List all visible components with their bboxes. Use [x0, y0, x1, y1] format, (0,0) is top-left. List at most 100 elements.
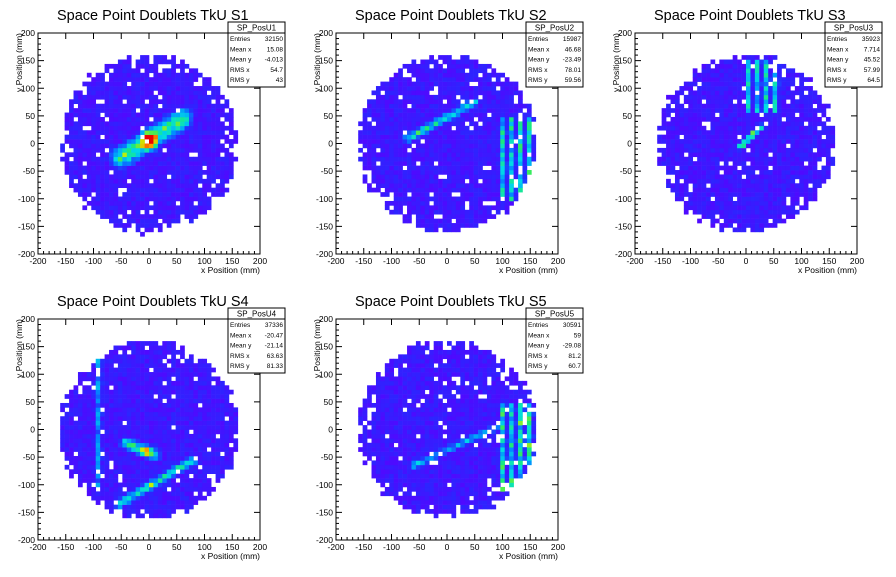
- heatmap-cell: [826, 174, 831, 179]
- heatmap-cell: [755, 161, 760, 166]
- heatmap-cell: [211, 144, 216, 149]
- heatmap-cell: [162, 135, 167, 140]
- heatmap-cell: [403, 77, 408, 82]
- heatmap-cell: [411, 152, 416, 157]
- heatmap-cell: [105, 126, 110, 131]
- heatmap-cell: [185, 82, 190, 87]
- heatmap-cell: [82, 170, 87, 175]
- heatmap-cell: [122, 500, 127, 505]
- heatmap-cell: [65, 438, 70, 443]
- heatmap-cell: [394, 197, 399, 202]
- heatmap-cell: [460, 161, 465, 166]
- heatmap-cell: [176, 157, 181, 162]
- heatmap-cell: [211, 394, 216, 399]
- heatmap-cell: [688, 144, 693, 149]
- stats-box-name: SP_PosU1: [237, 24, 277, 33]
- heatmap-cell: [162, 469, 167, 474]
- heatmap-cell: [746, 135, 751, 140]
- heatmap-cell: [474, 170, 479, 175]
- heatmap-cell: [185, 144, 190, 149]
- heatmap-cell: [429, 68, 434, 73]
- heatmap-cell: [82, 412, 87, 417]
- heatmap-cell: [100, 403, 105, 408]
- heatmap-cell: [216, 148, 221, 153]
- heatmap-cell: [724, 197, 729, 202]
- heatmap-cell: [136, 152, 141, 157]
- heatmap-cell: [176, 474, 181, 479]
- heatmap-cell: [96, 192, 101, 197]
- heatmap-cell: [189, 412, 194, 417]
- heatmap-cell: [764, 174, 769, 179]
- heatmap-cell: [403, 86, 408, 91]
- heatmap-cell: [483, 188, 488, 193]
- heatmap-cell: [136, 188, 141, 193]
- heatmap-cell: [469, 113, 474, 118]
- heatmap-cell: [153, 341, 158, 346]
- heatmap-cell: [474, 135, 479, 140]
- heatmap-cell: [87, 192, 92, 197]
- heatmap-cell: [398, 183, 403, 188]
- heatmap-cell: [795, 121, 800, 126]
- heatmap-cell: [483, 68, 488, 73]
- heatmap-cell: [82, 390, 87, 395]
- heatmap-cell: [505, 157, 510, 162]
- heatmap-cell: [140, 513, 145, 518]
- heatmap-cell: [500, 95, 505, 100]
- heatmap-cell: [122, 452, 127, 457]
- heatmap-cell: [176, 99, 181, 104]
- heatmap-cell: [518, 183, 523, 188]
- heatmap-cell: [140, 416, 145, 421]
- heatmap-cell: [127, 443, 132, 448]
- heatmap-cell: [376, 135, 381, 140]
- heatmap-cell: [746, 174, 751, 179]
- heatmap-cell: [434, 188, 439, 193]
- heatmap-cell: [131, 500, 136, 505]
- heatmap-cell: [91, 438, 96, 443]
- heatmap-cell: [167, 135, 172, 140]
- heatmap-cell: [140, 152, 145, 157]
- x-axis-title: x Position (mm): [798, 265, 857, 275]
- heatmap-cell: [376, 90, 381, 95]
- heatmap-cell: [514, 117, 519, 122]
- heatmap-cell: [136, 139, 141, 144]
- heatmap-cell: [162, 68, 167, 73]
- heatmap-cell: [434, 117, 439, 122]
- heatmap-cell: [131, 403, 136, 408]
- heatmap-cell: [746, 188, 751, 193]
- heatmap-cell: [185, 161, 190, 166]
- heatmap-cell: [131, 139, 136, 144]
- heatmap-cell: [724, 77, 729, 82]
- heatmap-cell: [91, 434, 96, 439]
- heatmap-cell: [180, 460, 185, 465]
- heatmap-cell: [113, 73, 118, 78]
- heatmap-cell: [145, 394, 150, 399]
- heatmap-cell: [96, 135, 101, 140]
- heatmap-cell: [742, 108, 747, 113]
- heatmap-cell: [202, 95, 207, 100]
- heatmap-cell: [69, 179, 74, 184]
- heatmap-cell: [149, 354, 154, 359]
- heatmap-cell: [118, 346, 123, 351]
- heatmap-cell: [804, 148, 809, 153]
- heatmap-cell: [100, 376, 105, 381]
- heatmap-cell: [679, 126, 684, 131]
- heatmap-cell: [425, 104, 430, 109]
- heatmap-cell: [91, 188, 96, 193]
- heatmap-cell: [688, 86, 693, 91]
- heatmap-cell: [451, 227, 456, 232]
- heatmap-cell: [96, 491, 101, 496]
- heatmap-cell: [773, 95, 778, 100]
- heatmap-cell: [140, 108, 145, 113]
- heatmap-cell: [380, 126, 385, 131]
- heatmap-cell: [434, 130, 439, 135]
- heatmap-cell: [447, 188, 452, 193]
- heatmap-cell: [465, 139, 470, 144]
- heatmap-cell: [447, 183, 452, 188]
- heatmap-cell: [460, 86, 465, 91]
- heatmap-cell: [465, 223, 470, 228]
- heatmap-cell: [438, 152, 443, 157]
- heatmap-cell: [790, 99, 795, 104]
- heatmap-cell: [82, 157, 87, 162]
- heatmap-cell: [127, 126, 132, 131]
- heatmap-cell: [189, 469, 194, 474]
